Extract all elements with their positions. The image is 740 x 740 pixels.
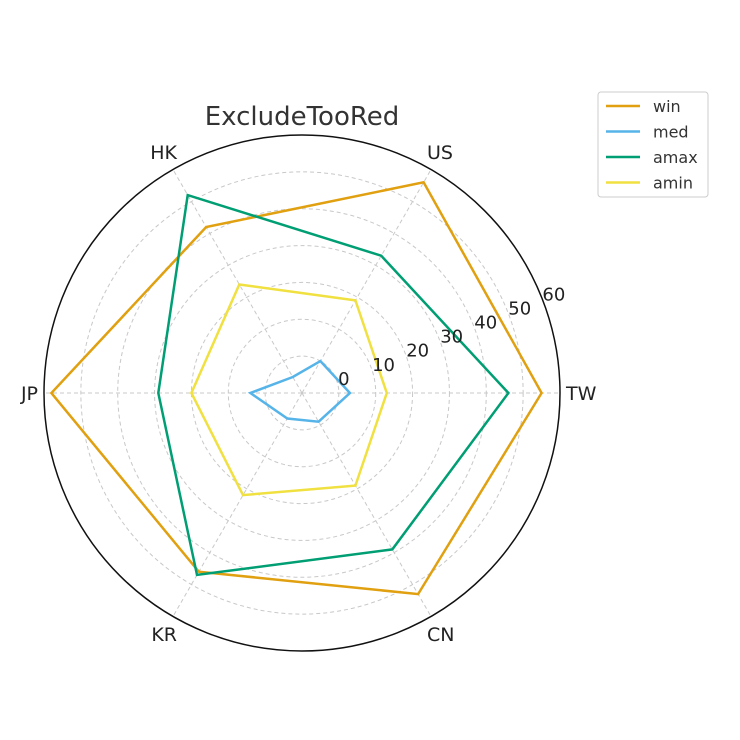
- series-line-win: [49, 180, 544, 596]
- grid-spoke: [172, 169, 303, 394]
- category-label-kr: KR: [151, 624, 177, 646]
- category-label-us: US: [427, 142, 453, 164]
- radial-tick-label: 40: [474, 313, 497, 334]
- radar-grid: [43, 134, 561, 652]
- legend-label-amax: amax: [653, 148, 698, 167]
- polar-frame: [43, 134, 561, 652]
- legend-box: [597, 91, 709, 198]
- radar-labels: TW US HK JP KR CN 0 10 20 30 40 50 60: [20, 142, 597, 646]
- grid-spoke: [301, 392, 432, 617]
- radial-tick-label: 50: [508, 298, 531, 319]
- series-line-amax: [157, 193, 511, 577]
- grid-ring: [80, 171, 524, 615]
- category-label-tw: TW: [565, 383, 597, 405]
- grid-spoke: [301, 169, 432, 394]
- legend-label-amin: amin: [653, 174, 693, 193]
- radial-tick-label: 30: [440, 327, 463, 348]
- series-line-med: [247, 359, 352, 424]
- grid-ring: [190, 281, 414, 505]
- category-label-hk: HK: [150, 142, 177, 164]
- series-line-amin: [190, 283, 389, 497]
- legend-label-med: med: [653, 123, 689, 142]
- category-label-jp: JP: [20, 383, 38, 405]
- legend: win med amax amin: [597, 91, 709, 198]
- grid-spoke: [172, 392, 303, 617]
- radial-tick-label: 20: [406, 341, 429, 362]
- category-label-cn: CN: [427, 624, 454, 646]
- radar-series: [49, 180, 544, 596]
- radial-tick-label: 60: [542, 284, 565, 305]
- radial-tick-label: 0: [338, 369, 349, 390]
- legend-label-win: win: [653, 97, 681, 116]
- radial-tick-label: 10: [372, 355, 395, 376]
- chart-title: ExcludeTooRed: [205, 102, 400, 132]
